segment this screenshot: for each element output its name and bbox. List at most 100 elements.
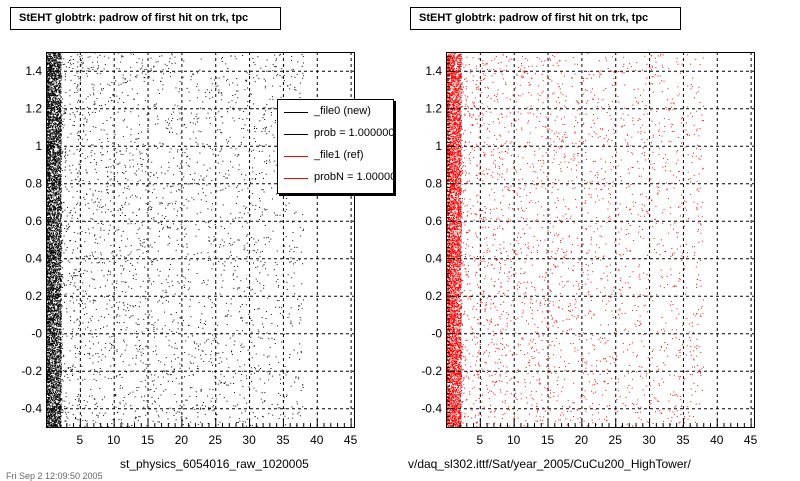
data-point <box>54 402 56 404</box>
data-point <box>56 144 58 146</box>
data-point <box>56 333 58 335</box>
data-point <box>59 355 61 357</box>
data-point <box>57 142 59 144</box>
data-point <box>51 142 53 144</box>
data-point <box>60 97 62 99</box>
data-point <box>57 320 59 322</box>
data-point <box>58 350 60 352</box>
data-point <box>56 124 58 126</box>
data-point <box>51 224 53 226</box>
data-point <box>47 416 49 418</box>
data-point <box>49 232 51 234</box>
data-point <box>52 311 54 313</box>
data-point <box>53 288 55 290</box>
data-point <box>54 190 56 192</box>
data-point <box>48 73 50 75</box>
data-point <box>59 61 61 63</box>
data-point <box>55 423 57 425</box>
data-point <box>54 269 56 271</box>
data-point <box>60 181 62 183</box>
data-point <box>54 398 56 400</box>
data-point <box>48 361 50 363</box>
data-point <box>56 130 58 132</box>
data-point <box>51 148 53 150</box>
data-point <box>48 80 50 82</box>
data-point <box>55 195 57 197</box>
data-point <box>58 371 60 373</box>
data-point <box>53 215 55 217</box>
data-point <box>57 245 59 247</box>
data-point <box>48 403 50 405</box>
data-point <box>48 364 50 366</box>
data-point <box>50 304 52 306</box>
data-point <box>53 327 55 329</box>
data-point <box>48 221 50 223</box>
data-point <box>52 356 54 358</box>
data-point <box>48 338 50 340</box>
data-point <box>48 80 50 82</box>
data-point <box>57 68 59 70</box>
data-point <box>53 317 55 319</box>
data-point <box>49 282 51 284</box>
data-point <box>55 344 57 346</box>
data-point <box>56 160 58 162</box>
data-point <box>56 246 58 248</box>
data-point <box>56 319 58 321</box>
data-point <box>59 339 61 341</box>
data-point <box>50 396 52 398</box>
data-point <box>59 85 61 87</box>
data-point <box>55 346 57 348</box>
data-point <box>49 381 51 383</box>
data-point <box>54 372 56 374</box>
data-point <box>56 56 58 58</box>
data-point <box>57 77 59 79</box>
data-point <box>48 373 50 375</box>
data-point <box>52 182 54 184</box>
data-point <box>58 396 60 398</box>
data-point <box>48 201 50 203</box>
data-point <box>53 97 55 99</box>
data-point <box>54 340 56 342</box>
data-point <box>58 259 60 261</box>
data-point <box>47 76 49 78</box>
data-point <box>47 173 49 175</box>
data-point <box>56 229 58 231</box>
data-point <box>55 279 57 281</box>
data-point <box>58 86 60 88</box>
data-point <box>50 250 52 252</box>
data-point <box>49 70 51 72</box>
data-point <box>57 53 59 55</box>
data-point <box>48 378 50 380</box>
data-point <box>57 361 59 363</box>
data-point <box>60 86 62 88</box>
data-point <box>51 369 53 371</box>
data-point <box>51 184 53 186</box>
data-point <box>52 300 54 302</box>
data-point <box>48 156 50 158</box>
data-point <box>53 169 55 171</box>
data-point <box>52 186 54 188</box>
data-point <box>50 350 52 352</box>
data-point <box>52 266 54 268</box>
data-point <box>54 125 56 127</box>
data-point <box>50 66 52 68</box>
data-point <box>59 229 61 231</box>
data-point <box>55 161 57 163</box>
data-point <box>47 61 49 63</box>
data-point <box>53 256 55 258</box>
data-point <box>50 68 52 70</box>
data-point <box>49 212 51 214</box>
data-point <box>50 406 52 408</box>
data-point <box>48 301 50 303</box>
data-point <box>57 425 59 427</box>
data-point <box>57 301 59 303</box>
data-point <box>50 233 52 235</box>
data-point <box>59 382 61 384</box>
data-point <box>49 159 51 161</box>
data-point <box>55 322 57 324</box>
data-point <box>60 226 62 228</box>
data-point <box>48 390 50 392</box>
data-point <box>58 241 60 243</box>
data-point <box>54 352 56 354</box>
data-point <box>53 133 55 135</box>
